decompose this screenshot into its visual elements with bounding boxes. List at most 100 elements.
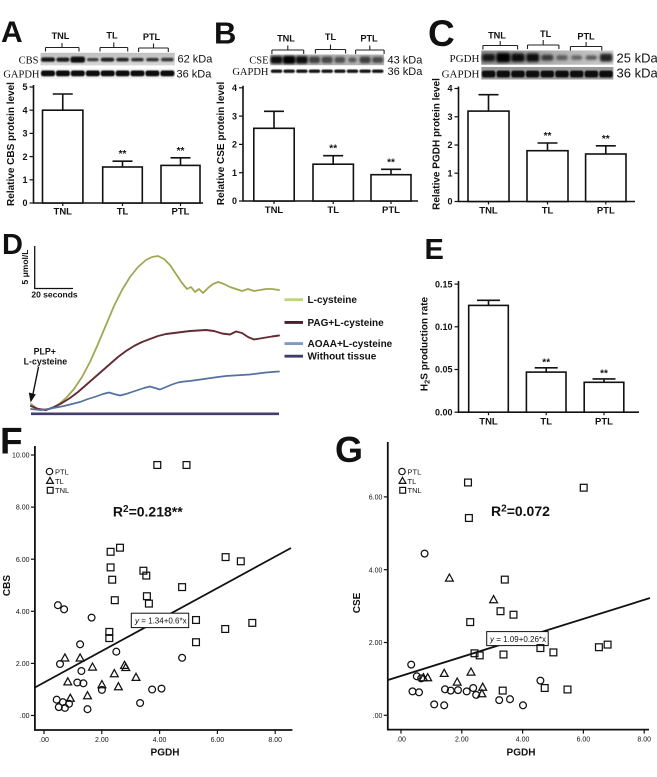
svg-text:1: 1 — [232, 168, 237, 178]
svg-text:0: 0 — [447, 197, 452, 207]
svg-text:TNL: TNL — [488, 31, 506, 41]
svg-text:5: 5 — [22, 82, 27, 92]
svg-text:TL: TL — [540, 417, 552, 428]
svg-text:TNL: TNL — [52, 31, 70, 41]
svg-text:8.00: 8.00 — [268, 737, 282, 744]
svg-text:CSE: CSE — [352, 592, 363, 613]
svg-text:3: 3 — [447, 112, 452, 122]
svg-text:2: 2 — [447, 140, 452, 150]
svg-text:**: ** — [542, 357, 550, 368]
svg-text:R2=0.072: R2=0.072 — [491, 503, 550, 519]
svg-text:0.00: 0.00 — [435, 407, 453, 417]
svg-text:PTL: PTL — [172, 207, 190, 218]
svg-text:E: E — [425, 234, 444, 266]
svg-text:62 kDa: 62 kDa — [178, 54, 214, 66]
svg-text:H2S production rate: H2S production rate — [420, 296, 432, 391]
svg-text:TL: TL — [117, 207, 129, 218]
svg-text:20 seconds: 20 seconds — [31, 290, 78, 300]
svg-text:25 kDa: 25 kDa — [617, 51, 657, 66]
svg-text:PTL: PTL — [143, 32, 161, 42]
svg-text:F: F — [0, 421, 23, 462]
svg-text:Relative CSE protein level: Relative CSE protein level — [216, 81, 227, 205]
svg-text:TNL: TNL — [55, 486, 69, 495]
svg-text:4.00: 4.00 — [369, 567, 383, 574]
svg-text:PGDH: PGDH — [151, 748, 180, 759]
svg-text:0.10: 0.10 — [435, 322, 453, 332]
svg-text:PTL: PTL — [408, 468, 422, 477]
svg-text:PTL: PTL — [55, 468, 69, 477]
svg-text:PTL: PTL — [382, 205, 400, 216]
svg-text:CSE: CSE — [249, 56, 268, 67]
svg-text:TL: TL — [327, 205, 339, 216]
svg-text:TL: TL — [408, 477, 417, 486]
svg-text:**: ** — [602, 134, 610, 145]
svg-text:5 μmol/L: 5 μmol/L — [20, 250, 30, 285]
svg-text:2.00: 2.00 — [95, 737, 109, 744]
svg-text:TL: TL — [106, 31, 118, 41]
svg-text:.00: .00 — [396, 737, 406, 744]
svg-text:**: ** — [177, 146, 185, 157]
svg-text:A: A — [1, 16, 23, 49]
svg-text:y = 1.34+0.6*x: y = 1.34+0.6*x — [134, 617, 187, 626]
svg-text:PTL: PTL — [597, 206, 615, 217]
svg-text:PAG+L-cysteine: PAG+L-cysteine — [308, 318, 385, 329]
svg-text:4: 4 — [447, 84, 452, 94]
svg-text:C: C — [428, 13, 455, 54]
svg-text:TL: TL — [540, 29, 552, 39]
svg-text:4: 4 — [232, 83, 237, 93]
svg-text:3: 3 — [232, 111, 237, 121]
svg-text:2.00: 2.00 — [16, 661, 30, 668]
svg-text:B: B — [214, 16, 236, 51]
svg-text:L-cysteine: L-cysteine — [308, 295, 358, 306]
svg-text:1: 1 — [22, 175, 27, 185]
svg-text:2: 2 — [232, 140, 237, 150]
svg-text:TNL: TNL — [479, 417, 498, 428]
svg-text:D: D — [2, 229, 23, 261]
svg-text:TL: TL — [55, 477, 64, 486]
svg-text:0: 0 — [22, 198, 27, 208]
svg-text:L-cysteine: L-cysteine — [24, 357, 68, 367]
svg-text:0: 0 — [232, 196, 237, 206]
svg-text:0.15: 0.15 — [435, 279, 453, 289]
svg-text:2.00: 2.00 — [455, 737, 469, 744]
svg-text:**: ** — [544, 131, 552, 142]
svg-text:AOAA+L-cysteine: AOAA+L-cysteine — [308, 339, 393, 350]
svg-text:y = 1.09+0.26*x: y = 1.09+0.26*x — [489, 635, 546, 644]
svg-text:6.00: 6.00 — [577, 737, 591, 744]
svg-text:GAPDH: GAPDH — [232, 67, 269, 78]
svg-text:G: G — [335, 429, 363, 470]
svg-text:Relative CBS protein level: Relative CBS protein level — [6, 82, 17, 206]
svg-text:PTL: PTL — [577, 32, 595, 42]
svg-text:CBS: CBS — [19, 55, 39, 66]
svg-text:PLP+: PLP+ — [34, 347, 56, 357]
svg-text:.00: .00 — [20, 713, 30, 720]
svg-text:TL: TL — [325, 32, 337, 42]
svg-text:36 kDa: 36 kDa — [177, 69, 213, 81]
svg-text:8.00: 8.00 — [637, 737, 651, 744]
svg-text:8.00: 8.00 — [16, 505, 30, 512]
svg-text:4.00: 4.00 — [153, 737, 167, 744]
svg-text:R2=0.218**: R2=0.218** — [113, 503, 183, 519]
svg-text:CBS: CBS — [2, 575, 13, 596]
svg-text:.00: .00 — [373, 713, 383, 720]
svg-text:GAPDH: GAPDH — [442, 69, 480, 81]
svg-text:TNL: TNL — [54, 207, 73, 218]
svg-text:TNL: TNL — [408, 486, 422, 495]
svg-text:36 kDa: 36 kDa — [617, 66, 657, 81]
svg-text:TNL: TNL — [277, 34, 295, 44]
svg-text:36 kDa: 36 kDa — [388, 66, 424, 78]
svg-text:6.00: 6.00 — [369, 495, 383, 502]
svg-text:PGDH: PGDH — [450, 53, 480, 65]
svg-text:2: 2 — [22, 152, 27, 162]
svg-text:TNL: TNL — [265, 205, 284, 216]
svg-text:**: ** — [600, 368, 608, 379]
svg-text:10.00: 10.00 — [12, 453, 30, 460]
svg-text:PTL: PTL — [360, 34, 378, 44]
svg-text:PTL: PTL — [595, 417, 613, 428]
svg-text:4.00: 4.00 — [516, 737, 530, 744]
svg-text:**: ** — [329, 144, 337, 155]
svg-text:TNL: TNL — [479, 206, 498, 217]
svg-text:Relative PGDH protein level: Relative PGDH protein level — [432, 78, 443, 210]
svg-text:6.00: 6.00 — [211, 737, 225, 744]
svg-text:3: 3 — [22, 129, 27, 139]
